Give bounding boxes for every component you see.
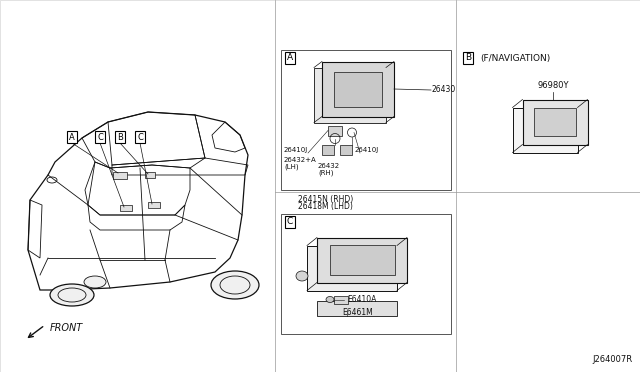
Polygon shape bbox=[314, 67, 386, 122]
Text: B: B bbox=[117, 132, 123, 141]
Text: 26410J: 26410J bbox=[284, 147, 308, 153]
Bar bbox=[120, 205, 132, 211]
Text: B: B bbox=[465, 54, 471, 62]
Bar bbox=[281, 50, 451, 190]
Text: 26432+A: 26432+A bbox=[284, 157, 317, 163]
Text: A: A bbox=[69, 132, 75, 141]
Bar bbox=[148, 202, 160, 208]
Polygon shape bbox=[322, 61, 394, 116]
Ellipse shape bbox=[326, 296, 334, 302]
Polygon shape bbox=[513, 108, 577, 153]
Text: (F/NAVIGATION): (F/NAVIGATION) bbox=[480, 54, 550, 62]
Bar bbox=[340, 144, 352, 154]
Polygon shape bbox=[534, 108, 576, 136]
Bar bbox=[281, 214, 451, 334]
Text: C: C bbox=[287, 218, 293, 227]
Text: J264007R: J264007R bbox=[592, 355, 632, 364]
Ellipse shape bbox=[50, 284, 94, 306]
Bar bbox=[145, 172, 155, 178]
Polygon shape bbox=[330, 245, 394, 275]
Ellipse shape bbox=[211, 271, 259, 299]
Text: FRONT: FRONT bbox=[50, 323, 83, 333]
Polygon shape bbox=[317, 301, 397, 315]
Text: 96980Y: 96980Y bbox=[537, 80, 569, 90]
Text: C: C bbox=[137, 132, 143, 141]
Bar bbox=[322, 144, 334, 154]
Text: 26415N (RHD): 26415N (RHD) bbox=[298, 195, 353, 204]
Text: (LH): (LH) bbox=[284, 163, 299, 170]
Polygon shape bbox=[334, 71, 382, 106]
Ellipse shape bbox=[296, 271, 308, 281]
Polygon shape bbox=[317, 237, 407, 282]
Text: A: A bbox=[287, 54, 293, 62]
Text: 26432: 26432 bbox=[318, 163, 340, 169]
Text: 26418M (LHD): 26418M (LHD) bbox=[298, 202, 353, 211]
Text: (RH): (RH) bbox=[318, 169, 333, 176]
Bar bbox=[328, 125, 342, 135]
Ellipse shape bbox=[84, 276, 106, 288]
Text: E6410A: E6410A bbox=[347, 295, 376, 304]
Polygon shape bbox=[522, 99, 588, 144]
Bar bbox=[113, 172, 127, 179]
Text: E6461M: E6461M bbox=[342, 308, 372, 317]
Text: C: C bbox=[97, 132, 103, 141]
Text: 26430: 26430 bbox=[432, 86, 456, 94]
Bar bbox=[334, 295, 348, 304]
Text: 26410J: 26410J bbox=[355, 147, 380, 153]
Polygon shape bbox=[307, 246, 397, 291]
